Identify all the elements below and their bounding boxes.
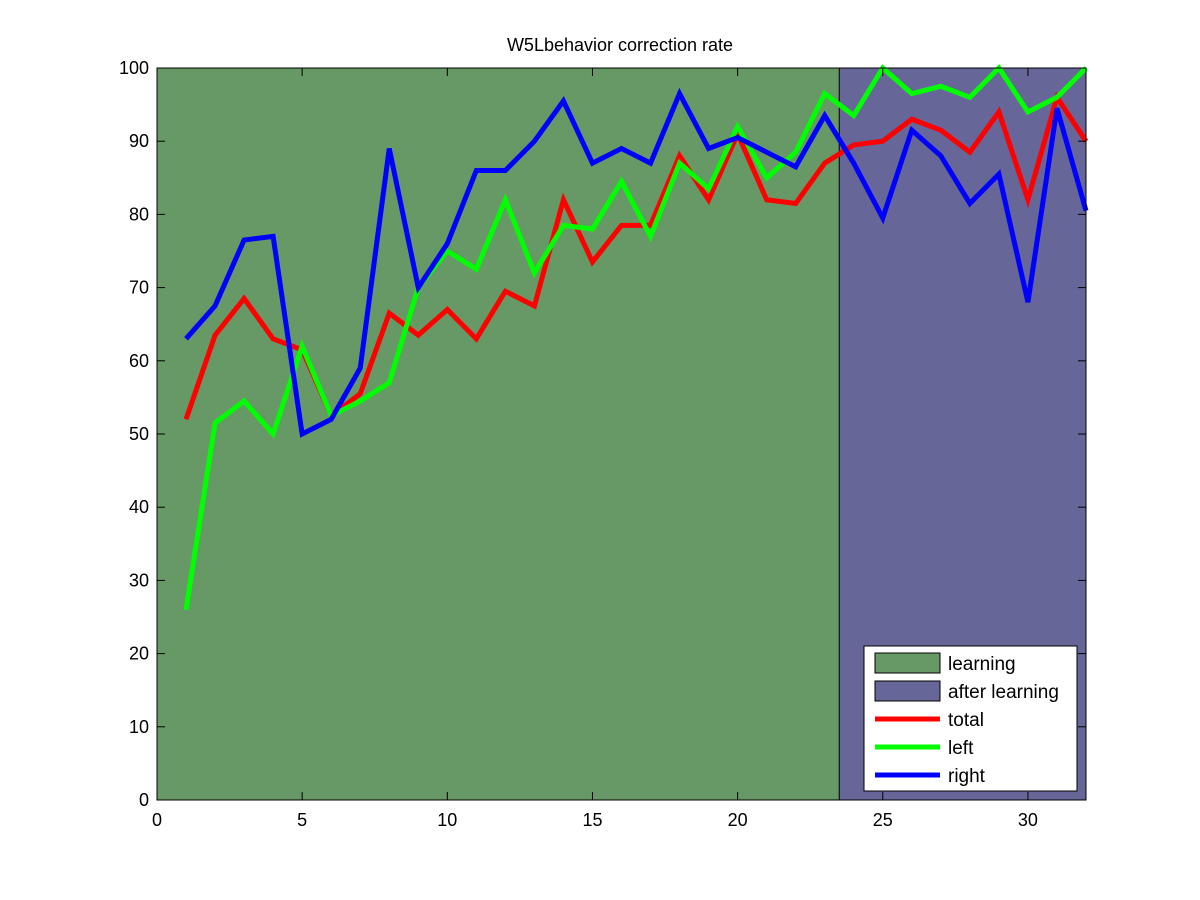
legend-swatch-learning xyxy=(874,652,941,674)
x-tick-label: 25 xyxy=(873,810,893,830)
x-tick-label: 10 xyxy=(437,810,457,830)
legend-label-after-learning: after learning xyxy=(948,682,1059,703)
axes: 0 5 10 15 20 25 30 0 10 20 30 40 50 60 70 80 90 100 xyxy=(119,58,1087,830)
legend-label-learning: learning xyxy=(948,654,1016,675)
y-tick-label: 0 xyxy=(139,790,149,810)
legend-label-total: total xyxy=(948,710,984,731)
x-tick-label: 30 xyxy=(1018,810,1038,830)
legend-swatch-after-learning xyxy=(874,680,941,702)
y-tick-label: 10 xyxy=(129,717,149,737)
chart-title: W5Lbehavior correction rate xyxy=(507,35,733,55)
legend: learning after learning total left right xyxy=(863,645,1078,792)
y-tick-label: 20 xyxy=(129,644,149,664)
legend-label-right: right xyxy=(948,766,986,787)
y-tick-label: 50 xyxy=(129,424,149,444)
x-tick-label: 5 xyxy=(297,810,307,830)
y-tick-label: 80 xyxy=(129,204,149,224)
series-line-right xyxy=(184,87,1089,438)
x-tick-label: 15 xyxy=(582,810,602,830)
legend-label-left: left xyxy=(948,738,974,759)
y-tick-label: 60 xyxy=(129,351,149,371)
y-tick-label: 90 xyxy=(129,131,149,151)
region-learning xyxy=(157,68,840,800)
series-lines xyxy=(183,64,1089,611)
y-tick-label: 70 xyxy=(129,278,149,298)
y-tick-label: 100 xyxy=(119,58,149,78)
y-tick-label: 30 xyxy=(129,570,149,590)
y-tick-label: 40 xyxy=(129,497,149,517)
x-tick-label: 0 xyxy=(152,810,162,830)
x-tick-label: 20 xyxy=(728,810,748,830)
